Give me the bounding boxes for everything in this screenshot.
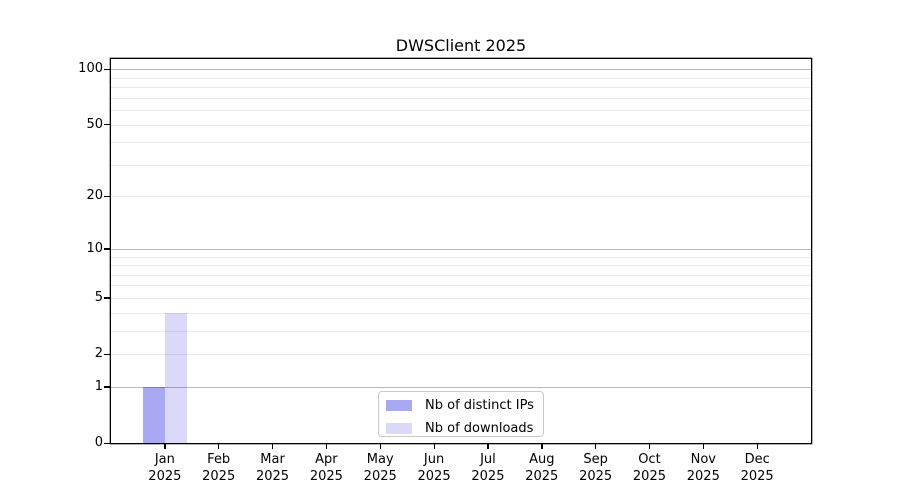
major-gridline [111, 69, 811, 71]
x-tick-mark [756, 444, 758, 449]
y-tick-label: 0 [94, 435, 103, 450]
x-tick-label-jul: Jul 2025 [471, 452, 505, 484]
bars-layer [111, 59, 811, 443]
minor-gridline [111, 297, 811, 299]
y-tick-mark [104, 353, 111, 355]
minor-gridline [111, 87, 811, 89]
legend-entry-distinct-ips: Nb of distinct IPs [386, 396, 543, 415]
y-tick-label: 5 [94, 289, 103, 305]
minor-gridline [111, 256, 811, 258]
minor-gridline [111, 97, 811, 99]
minor-gridline [111, 196, 811, 198]
major-gridline [111, 386, 811, 388]
x-tick-label-jun: Jun 2025 [417, 452, 451, 484]
legend-label-distinct-ips: Nb of distinct IPs [425, 398, 534, 413]
x-tick-mark [702, 444, 705, 449]
x-tick-mark [648, 444, 651, 449]
y-tick-mark [104, 68, 111, 71]
x-tick-mark [164, 444, 166, 449]
y-tick-label: 10 [86, 240, 103, 256]
bar-jan-series1 [164, 312, 187, 443]
y-tick-label: 1 [94, 378, 103, 394]
x-tick-label-mar: Mar 2025 [255, 452, 290, 484]
x-tick-mark [595, 444, 597, 449]
minor-gridline [111, 164, 811, 166]
x-tick-label-oct: Oct 2025 [632, 452, 666, 484]
y-tick-label: 2 [94, 346, 103, 362]
y-tick-mark [104, 386, 111, 388]
minor-gridline [111, 142, 811, 144]
x-tick-label-may: May 2025 [363, 452, 397, 484]
x-tick-mark [272, 444, 274, 449]
x-tick-mark [541, 444, 543, 449]
y-tick-mark [104, 195, 111, 198]
minor-gridline [111, 312, 811, 314]
y-tick-label: 100 [78, 61, 103, 77]
major-gridline [111, 248, 811, 250]
x-tick-mark [433, 444, 435, 449]
legend-swatch-downloads [386, 423, 412, 434]
x-tick-mark [218, 444, 220, 449]
y-tick-mark [104, 124, 111, 126]
y-tick-mark [104, 442, 111, 444]
minor-gridline [111, 77, 811, 79]
minor-gridline [111, 265, 811, 267]
x-tick-label-nov: Nov 2025 [686, 452, 720, 484]
x-tick-mark [379, 444, 382, 449]
chart-title: DWSClient 2025 [395, 36, 527, 55]
legend: Nb of distinct IPs Nb of downloads [378, 391, 544, 437]
minor-gridline [111, 330, 811, 332]
minor-gridline [111, 124, 811, 126]
legend-label-downloads: Nb of downloads [425, 421, 534, 436]
minor-gridline [111, 285, 811, 287]
y-tick-label: 20 [86, 188, 103, 204]
plot-area [111, 59, 811, 443]
x-tick-label-feb: Feb 2025 [202, 452, 236, 484]
y-tick-mark [104, 297, 111, 299]
y-tick-label: 50 [86, 116, 103, 132]
x-tick-label-apr: Apr 2025 [309, 452, 343, 484]
x-tick-label-sep: Sep 2025 [579, 452, 613, 484]
y-tick-mark [104, 248, 111, 250]
x-tick-label-dec: Dec 2025 [740, 452, 774, 484]
minor-gridline [111, 354, 811, 356]
legend-entry-downloads: Nb of downloads [386, 419, 543, 438]
x-tick-mark [487, 444, 489, 449]
x-tick-label-jan: Jan 2025 [148, 452, 182, 484]
bar-jan-series0 [142, 386, 165, 443]
legend-swatch-distinct-ips [386, 400, 412, 411]
gridlines-layer [111, 59, 811, 443]
x-tick-mark [325, 444, 328, 449]
minor-gridline [111, 110, 811, 112]
minor-gridline [111, 274, 811, 276]
x-tick-label-aug: Aug 2025 [525, 452, 559, 484]
